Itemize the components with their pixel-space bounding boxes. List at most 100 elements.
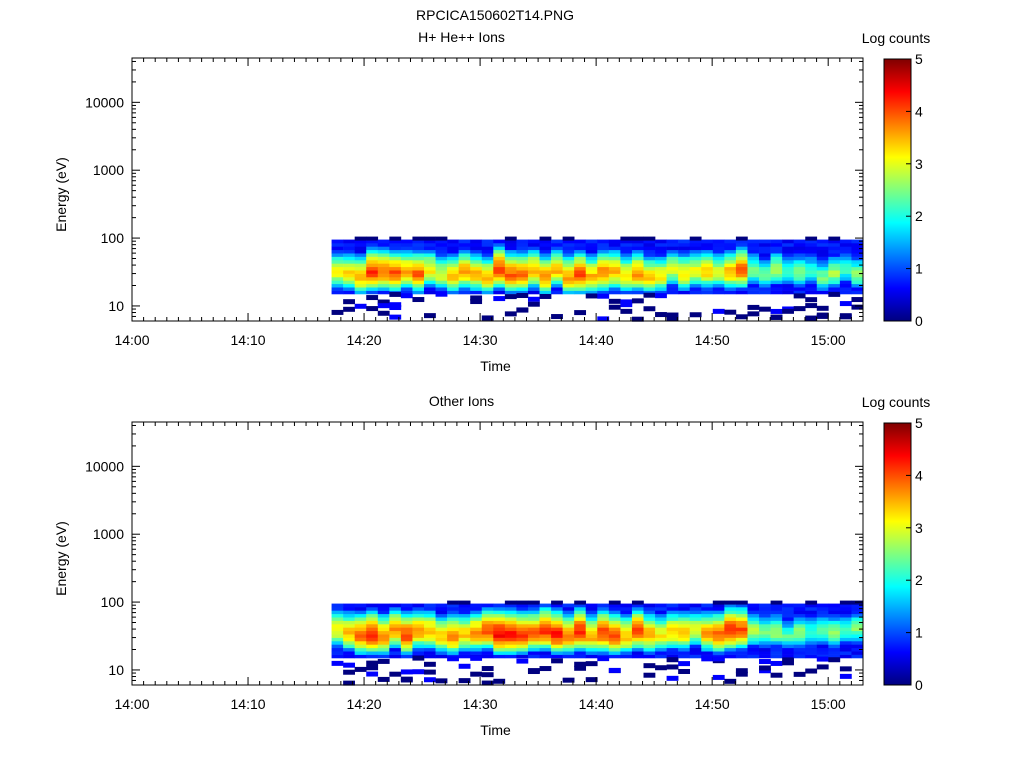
heatmap-cell xyxy=(516,239,529,244)
heatmap-cell xyxy=(389,606,402,611)
heatmap-cell xyxy=(527,613,540,618)
heatmap-cell xyxy=(735,253,748,257)
heatmap-cell xyxy=(770,644,783,649)
heatmap-cell xyxy=(481,620,494,625)
heatmap-cell xyxy=(447,246,459,251)
heatmap-cell xyxy=(458,239,471,244)
heatmap-cell xyxy=(354,273,367,278)
heatmap-cell xyxy=(631,623,644,628)
heatmap-cell xyxy=(666,316,679,322)
heatmap-cell xyxy=(527,270,540,274)
y-tick-label: 100 xyxy=(101,230,125,246)
heatmap-cell xyxy=(516,600,529,605)
heatmap-cell xyxy=(400,253,413,257)
heatmap-cell xyxy=(701,266,714,271)
heatmap-cell xyxy=(643,246,656,251)
heatmap-cell xyxy=(400,283,413,288)
heatmap-cell xyxy=(643,620,656,625)
x-tick-label: 14:00 xyxy=(114,332,149,348)
heatmap-cell xyxy=(782,280,794,285)
heatmap-cell xyxy=(377,273,390,278)
heatmap-cell xyxy=(354,256,367,261)
heatmap-cell xyxy=(527,651,540,655)
heatmap-cell xyxy=(470,640,483,645)
heatmap-cell xyxy=(597,634,610,638)
heatmap-cell xyxy=(643,651,656,655)
heatmap-cell xyxy=(504,266,517,271)
heatmap-cell xyxy=(481,617,494,621)
heatmap-cell xyxy=(805,249,818,254)
heatmap-cell xyxy=(655,651,667,655)
heatmap-cell xyxy=(759,239,771,244)
heatmap-cell xyxy=(620,283,633,288)
heatmap-cell xyxy=(377,613,390,618)
heatmap-cell xyxy=(574,266,587,271)
heatmap-cell xyxy=(805,253,818,257)
heatmap-cell xyxy=(527,280,540,285)
heatmap-cell xyxy=(839,644,852,649)
heatmap-cell xyxy=(585,661,598,667)
heatmap-cell xyxy=(735,620,748,625)
heatmap-cell xyxy=(424,647,436,652)
colorbar-tick-label: 0 xyxy=(915,313,923,329)
heatmap-cell xyxy=(435,242,448,247)
heatmap-cell xyxy=(400,637,413,642)
heatmap-cell xyxy=(343,306,355,312)
heatmap-cell xyxy=(851,603,864,608)
heatmap-cell xyxy=(574,603,587,608)
heatmap-cell xyxy=(527,617,540,621)
heatmap-cell xyxy=(331,239,344,244)
heatmap-cell xyxy=(643,249,656,254)
heatmap-cell xyxy=(366,239,379,244)
heatmap-cell xyxy=(389,276,402,281)
heatmap-cell xyxy=(597,280,610,285)
heatmap-cell xyxy=(551,644,563,649)
heatmap-cell xyxy=(504,259,517,264)
heatmap-cell xyxy=(770,610,783,615)
heatmap-cell xyxy=(551,606,563,611)
heatmap-cell xyxy=(747,606,760,611)
heatmap-cell xyxy=(412,242,425,247)
heatmap-cell xyxy=(655,647,667,652)
heatmap-cell xyxy=(724,290,737,295)
heatmap-cell xyxy=(793,249,806,254)
heatmap-cell xyxy=(816,617,829,621)
heatmap-cell xyxy=(608,603,621,608)
heatmap-cell xyxy=(724,613,737,618)
heatmap-cell xyxy=(597,613,610,618)
x-tick-label: 14:10 xyxy=(231,696,266,712)
heatmap-cell xyxy=(631,316,644,322)
heatmap-cell xyxy=(735,637,748,642)
heatmap-cell xyxy=(493,634,506,638)
heatmap-cell xyxy=(504,242,517,247)
heatmap-cell xyxy=(770,280,783,285)
heatmap-cell xyxy=(527,287,540,291)
heatmap-cell xyxy=(516,273,529,278)
heatmap-cell xyxy=(493,654,506,659)
heatmap-cell xyxy=(447,620,459,625)
heatmap-cell xyxy=(689,266,702,271)
heatmap-cell xyxy=(585,623,598,628)
heatmap-cell xyxy=(782,263,794,268)
heatmap-cell xyxy=(655,620,667,625)
heatmap-cell xyxy=(839,280,852,285)
heatmap-cell xyxy=(539,239,552,244)
heatmap-cell xyxy=(447,249,459,254)
heatmap-cell xyxy=(631,259,644,264)
heatmap-cell xyxy=(527,634,540,638)
heatmap-cell xyxy=(481,637,494,642)
heatmap-cell xyxy=(759,620,771,625)
heatmap-cell xyxy=(666,287,679,291)
heatmap-cell xyxy=(424,263,436,268)
heatmap-cell xyxy=(805,259,818,264)
heatmap-cell xyxy=(562,620,575,625)
heatmap-cell xyxy=(805,266,818,271)
heatmap-cell xyxy=(435,273,448,278)
heatmap-cell xyxy=(747,239,760,244)
heatmap-cell xyxy=(377,651,390,655)
heatmap-cell xyxy=(851,620,864,625)
heatmap-cell xyxy=(816,283,829,288)
heatmap-cell xyxy=(504,239,517,244)
heatmap-cell xyxy=(424,630,436,635)
heatmap-cell xyxy=(481,287,494,291)
